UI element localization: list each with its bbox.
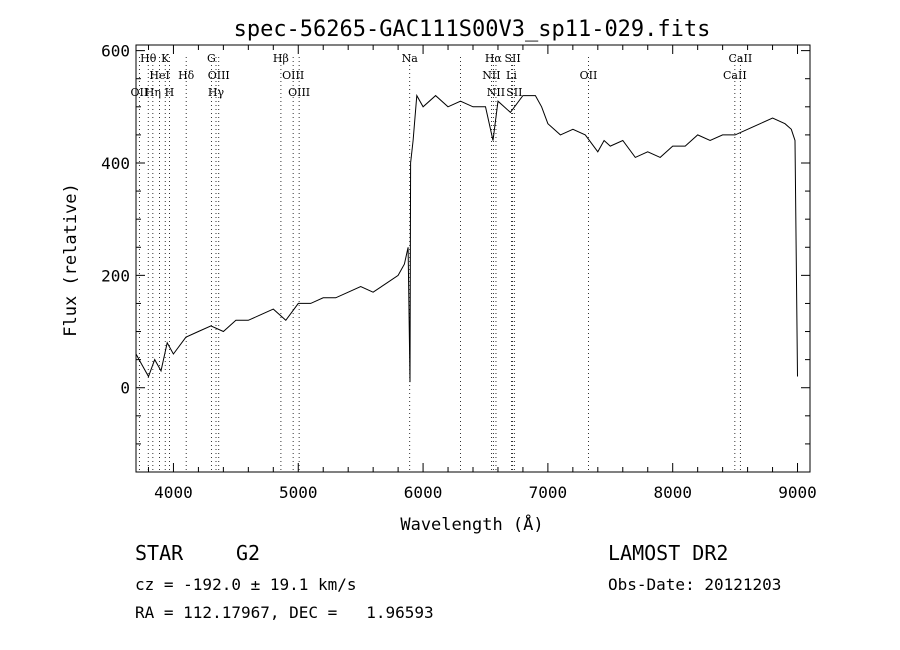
- x-tick-label: 4000: [154, 483, 193, 502]
- x-tick-label: 9000: [778, 483, 817, 502]
- line-label: SII: [506, 86, 522, 99]
- x-tick-label: 7000: [529, 483, 568, 502]
- survey-name: LAMOST DR2: [608, 541, 729, 565]
- line-label: G: [207, 52, 216, 65]
- y-axis-label: Flux (relative): [61, 183, 81, 337]
- line-label: Li: [506, 69, 517, 82]
- y-tick-label: 400: [101, 154, 130, 173]
- line-label: H: [165, 86, 175, 99]
- line-label: OIII: [288, 86, 310, 99]
- spectrum-series-line: [135, 93, 798, 383]
- line-label: OIII: [282, 69, 304, 82]
- line-label: Hα: [485, 52, 503, 65]
- line-label: CaII: [723, 69, 747, 82]
- line-label: K: [161, 52, 170, 65]
- plot-frame: [135, 44, 811, 473]
- line-label: HeI: [149, 69, 169, 82]
- line-label: Hδ: [178, 69, 195, 82]
- line-label: Na: [402, 52, 419, 65]
- y-tick-label: 200: [101, 266, 130, 285]
- y-tick-label: 600: [101, 42, 130, 61]
- line-label: Hη: [145, 86, 161, 99]
- x-axis-label: Wavelength (Å): [400, 513, 543, 535]
- chart-title: spec-56265-GAC111S00V3_sp11-029.fits: [234, 17, 711, 42]
- line-label: Hβ: [273, 52, 289, 65]
- line-markers: [138, 57, 741, 472]
- line-label: Hθ: [140, 52, 157, 65]
- x-axis-ticks: 4000 5000 6000 7000 8000 9000: [147, 45, 817, 502]
- line-label: SII: [504, 52, 520, 65]
- line-label: OII: [131, 86, 149, 99]
- object-class: STAR: [135, 541, 184, 565]
- redshift-cz: cz = -192.0 ± 19.1 km/s: [135, 575, 357, 594]
- line-label: OIII: [208, 69, 230, 82]
- line-label: OII: [580, 69, 598, 82]
- line-label: NII: [482, 69, 500, 82]
- observation-date: Obs-Date: 20121203: [608, 575, 782, 594]
- object-subclass: G2: [236, 541, 261, 565]
- y-axis-ticks: 0 200 400 600: [101, 42, 810, 445]
- x-tick-label: 5000: [279, 483, 318, 502]
- line-label: CaII: [729, 52, 753, 65]
- coordinates: RA = 112.17967, DEC = 1.96593: [135, 603, 434, 622]
- line-label: NII: [487, 86, 505, 99]
- y-tick-label: 0: [120, 379, 130, 398]
- line-label: Hγ: [208, 86, 225, 99]
- x-tick-label: 8000: [653, 483, 692, 502]
- x-tick-label: 6000: [404, 483, 443, 502]
